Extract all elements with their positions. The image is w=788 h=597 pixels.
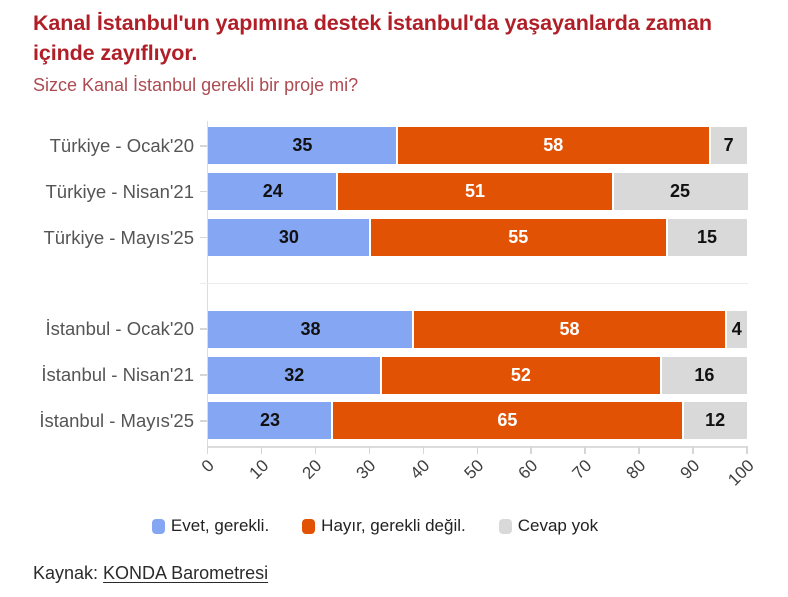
plot-area: Türkiye - Ocak'20 35 58 7 Türkiye - Nisan'21… (39, 121, 758, 489)
chart-title: Kanal İstanbul'un yapımına destek İstanb… (33, 11, 712, 65)
legend-item: Cevap yok (498, 516, 599, 536)
category-label: Türkiye - Ocak'20 (49, 134, 194, 156)
bar-segment (725, 310, 748, 348)
bar-value-label: 7 (723, 135, 734, 156)
bar-segment (661, 356, 748, 394)
bar-segment (369, 219, 667, 256)
y-tick (200, 328, 207, 330)
bar-segment (396, 127, 710, 165)
bar-segment (413, 310, 726, 348)
separator-row-line (200, 282, 748, 285)
source-link[interactable]: KONDA Barometresi (103, 563, 269, 583)
bar-value-label: 4 (731, 318, 742, 339)
bar-value-label: 12 (705, 410, 726, 431)
bar-value-label: 25 (670, 181, 691, 202)
category-label: Türkiye - Nisan'21 (45, 180, 195, 202)
x-tick-label: 90 (676, 455, 704, 483)
legend-item: Evet, gerekli. (151, 516, 270, 536)
x-tick (206, 446, 209, 454)
y-tick (200, 374, 207, 376)
bar-segment (208, 356, 381, 394)
category-label: İstanbul - Mayıs'25 (39, 409, 194, 431)
bar-value-label: 58 (559, 318, 580, 339)
x-tick (422, 446, 425, 454)
bar-value-label: 51 (465, 181, 486, 202)
x-tick-label: 50 (460, 455, 488, 483)
bar-segment (208, 173, 338, 211)
y-tick (200, 190, 207, 193)
bar-segment (682, 402, 748, 440)
bar-segment (666, 219, 748, 256)
x-tick (476, 446, 478, 454)
bar-value-label: 32 (284, 364, 305, 385)
y-tick (200, 420, 207, 422)
bar-segment (208, 402, 333, 440)
legend-swatch-icon (498, 518, 512, 534)
bar-segment (612, 173, 748, 211)
x-tick-label: 80 (622, 455, 650, 483)
x-tick-label: 40 (406, 455, 434, 483)
x-tick-label: 100 (723, 455, 758, 489)
x-tick (368, 446, 371, 454)
legend-item: Hayır, gerekli değil. (302, 516, 466, 536)
legend-label: Hayır, gerekli değil. (321, 516, 466, 535)
x-tick-label: 60 (514, 455, 542, 483)
x-tick (638, 446, 640, 454)
x-tick (584, 446, 586, 454)
bar-value-label: 55 (508, 227, 529, 247)
y-tick (200, 145, 207, 147)
bar-segment (332, 402, 683, 440)
legend-swatch-icon (151, 518, 165, 534)
bar-segment (208, 310, 413, 348)
y-tick (200, 236, 207, 239)
x-tick-label: 30 (352, 455, 380, 483)
bar-segment (208, 219, 370, 256)
bar-segment (709, 127, 748, 165)
x-tick (746, 446, 748, 454)
bar-value-label: 24 (262, 181, 283, 202)
category-label: İstanbul - Ocak'20 (45, 318, 194, 340)
x-tick-label: 20 (299, 455, 326, 483)
category-label: Türkiye - Mayıs'25 (43, 226, 194, 248)
legend-swatch-icon (302, 518, 316, 534)
bar-value-label: 65 (497, 410, 518, 431)
bar-value-label: 15 (697, 227, 718, 247)
legend: Evet, gerekli. Hayır, gerekli değil. Cevap… (33, 516, 717, 536)
bar-value-label: 38 (300, 318, 321, 339)
bar-value-label: 30 (278, 227, 299, 247)
x-tick (530, 446, 532, 454)
chart-subtitle: Sizce Kanal İstanbul gerekli bir proje m… (33, 75, 359, 95)
source-line: Kaynak: KONDA Barometresi (33, 563, 268, 584)
bar-segment (208, 127, 397, 165)
x-tick-label: 0 (197, 455, 218, 476)
x-tick-label: 70 (568, 455, 596, 483)
bar-value-label: 35 (292, 135, 313, 156)
bar-value-label: 52 (510, 364, 531, 385)
x-tick (260, 446, 263, 454)
bar-value-label: 58 (543, 135, 564, 156)
legend-label: Cevap yok (517, 516, 599, 535)
bar-value-label: 16 (694, 364, 715, 385)
source-prefix: Kaynak: (33, 563, 104, 583)
category-label: İstanbul - Nisan'21 (41, 364, 194, 386)
legend-label: Evet, gerekli. (170, 516, 270, 535)
bar-segment (380, 356, 662, 394)
x-tick (314, 446, 317, 454)
x-tick-label: 10 (245, 455, 272, 483)
x-tick (692, 446, 694, 454)
bar-value-label: 23 (260, 410, 281, 431)
bar-segment (337, 173, 613, 211)
